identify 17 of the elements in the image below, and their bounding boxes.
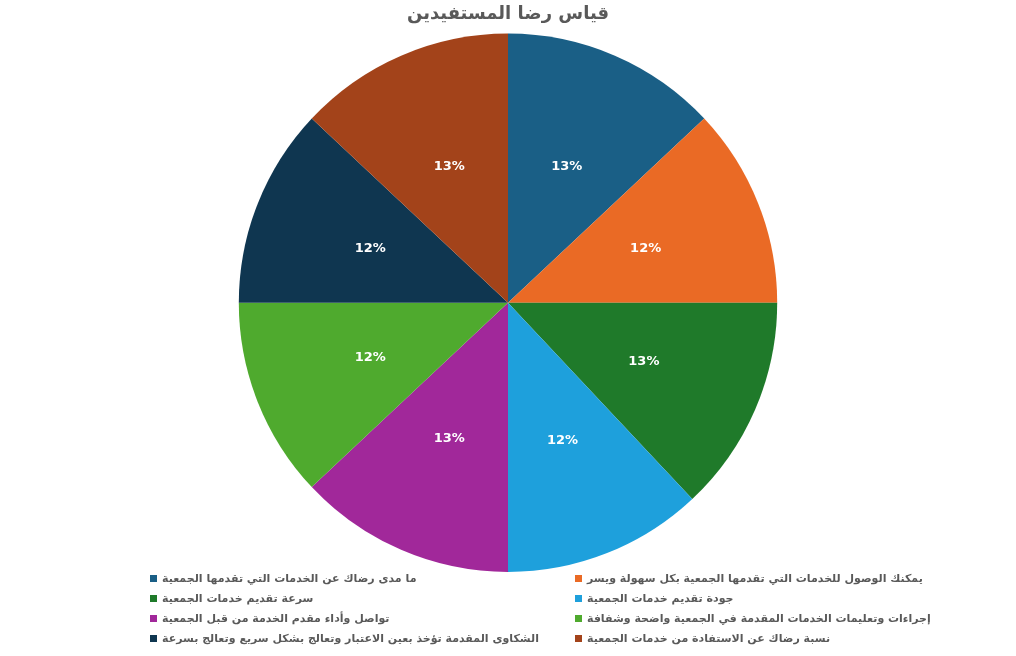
legend-label: الشكاوى المقدمة تؤخذ بعين الاعتبار وتعالج بشكل سريع وتعالج بسرعة <box>162 631 539 645</box>
data-label: 12% <box>354 239 386 255</box>
chart-title: قياس رضا المستفيدين <box>406 2 610 25</box>
legend-label: ما مدى رضاك عن الخدمات التي تقدمها الجمعية <box>162 571 417 585</box>
data-label: 12% <box>354 348 386 364</box>
legend-label: جودة تقديم خدمات الجمعية <box>587 591 734 605</box>
legend-label: تواصل وأداء مقدم الخدمة من قبل الجمعية <box>162 611 390 625</box>
legend-label: إجراءات وتعليمات الخدمات المقدمة في الجمعية واضحة وشفافة <box>587 611 931 625</box>
data-label: 13% <box>628 352 660 368</box>
legend-label: نسبة رضاك عن الاستفادة من خدمات الجمعية <box>587 631 831 645</box>
data-label: 12% <box>630 239 662 255</box>
data-label: 12% <box>546 431 579 447</box>
data-label: 13% <box>433 158 465 174</box>
legend-label: سرعة تقديم خدمات الجمعية <box>162 591 314 605</box>
data-label: 13% <box>433 430 465 446</box>
data-label: 13% <box>551 158 583 174</box>
legend-label: يمكنك الوصول للخدمات التي تقدمها الجمعية بكل سهولة ويسر <box>587 571 923 585</box>
